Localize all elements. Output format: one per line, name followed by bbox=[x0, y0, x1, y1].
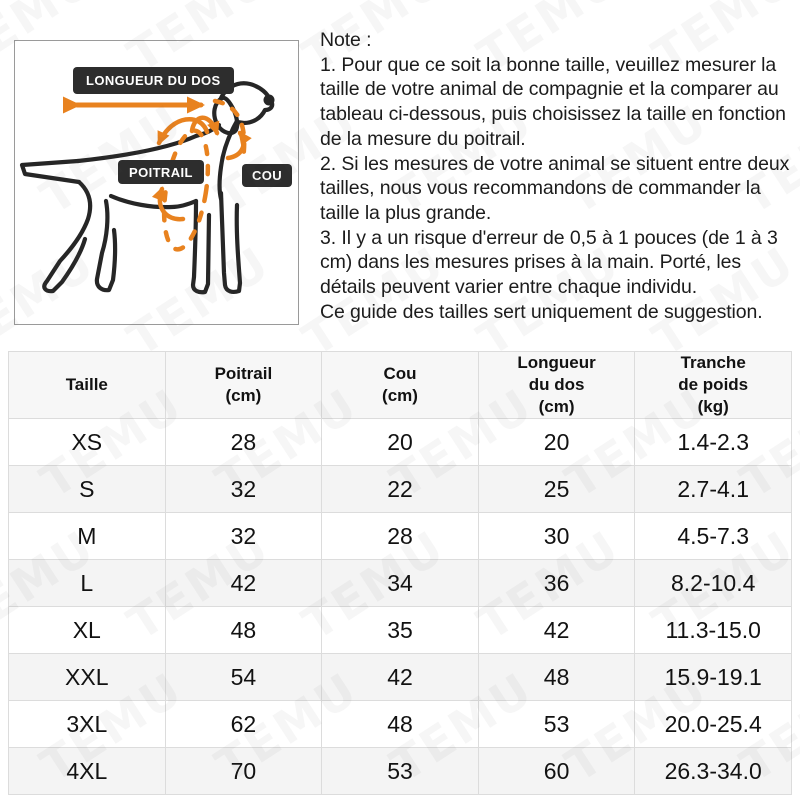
table-cell: 28 bbox=[164, 418, 323, 467]
table-cell: 30 bbox=[477, 512, 636, 561]
table-cell: 48 bbox=[321, 700, 479, 749]
table-cell: 3XL bbox=[8, 700, 166, 749]
note-section: Note : 1. Pour que ce soit la bonne tail… bbox=[320, 28, 798, 324]
table-header-cell: Longueur du dos (cm) bbox=[477, 350, 636, 420]
table-cell: 42 bbox=[477, 606, 636, 655]
chest-arrow-bottom bbox=[151, 186, 186, 222]
table-header-cell: Tranche de poids (kg) bbox=[634, 350, 792, 420]
table-header-cell: Taille bbox=[8, 350, 166, 420]
note-item-4: Ce guide des tailles sert uniquement de … bbox=[320, 300, 763, 323]
table-cell: XS bbox=[8, 418, 166, 467]
table-cell: 34 bbox=[321, 559, 479, 608]
table-row: XS 28 20 20 1.4-2.3 bbox=[8, 418, 792, 467]
table-cell: 4.5-7.3 bbox=[634, 512, 792, 561]
chest-arrow-top bbox=[156, 116, 210, 146]
table-row: XL 48 35 42 11.3-15.0 bbox=[8, 606, 792, 655]
table-header-cell: Cou (cm) bbox=[321, 350, 479, 420]
table-cell: 54 bbox=[164, 653, 323, 702]
table-cell: 53 bbox=[477, 700, 636, 749]
table-cell: 62 bbox=[164, 700, 323, 749]
neck-arrow-side bbox=[225, 130, 252, 161]
table-cell: 20 bbox=[477, 418, 636, 467]
table-cell: M bbox=[8, 512, 166, 561]
table-cell: S bbox=[8, 465, 166, 514]
table-header-cell: Poitrail (cm) bbox=[164, 350, 323, 420]
table-cell: XL bbox=[8, 606, 166, 655]
table-cell: 20 bbox=[321, 418, 479, 467]
dog-illustration bbox=[19, 81, 275, 295]
chest-label: POITRAIL bbox=[118, 160, 204, 184]
chest-girth-dashes bbox=[161, 128, 211, 252]
table-row: 4XL 70 53 60 26.3-34.0 bbox=[8, 747, 792, 796]
table-cell: 25 bbox=[477, 465, 636, 514]
table-cell: 15.9-19.1 bbox=[634, 653, 792, 702]
table-cell: 60 bbox=[477, 747, 636, 796]
table-row: L 42 34 36 8.2-10.4 bbox=[8, 559, 792, 608]
size-table: Taille Poitrail (cm) Cou (cm) Longueur du d… bbox=[8, 350, 792, 796]
table-cell: XXL bbox=[8, 653, 166, 702]
table-cell: 32 bbox=[164, 465, 323, 514]
measurement-marks bbox=[63, 96, 252, 252]
table-cell: 53 bbox=[321, 747, 479, 796]
table-cell: L bbox=[8, 559, 166, 608]
table-cell: 28 bbox=[321, 512, 479, 561]
table-row: 3XL 62 48 53 20.0-25.4 bbox=[8, 700, 792, 749]
note-title: Note : bbox=[320, 29, 372, 51]
table-row: XXL 54 42 48 15.9-19.1 bbox=[8, 653, 792, 702]
table-cell: 20.0-25.4 bbox=[634, 700, 792, 749]
note-item-2: 2. Si les mesures de votre animal se sit… bbox=[320, 152, 790, 224]
table-cell: 32 bbox=[164, 512, 323, 561]
table-cell: 4XL bbox=[8, 747, 166, 796]
dog-outline bbox=[19, 81, 275, 295]
table-cell: 11.3-15.0 bbox=[634, 606, 792, 655]
dog-measurement-diagram: LONGUEUR DU DOS POITRAIL COU bbox=[14, 40, 299, 325]
table-cell: 42 bbox=[321, 653, 479, 702]
table-cell: 42 bbox=[164, 559, 323, 608]
neck-label: COU bbox=[242, 164, 293, 187]
table-cell: 70 bbox=[164, 747, 323, 796]
table-header-row: Taille Poitrail (cm) Cou (cm) Longueur du d… bbox=[8, 350, 792, 420]
table-cell: 48 bbox=[477, 653, 636, 702]
table-cell: 35 bbox=[321, 606, 479, 655]
table-row: S 32 22 25 2.7-4.1 bbox=[8, 465, 792, 514]
table-cell: 8.2-10.4 bbox=[634, 559, 792, 608]
table-cell: 36 bbox=[477, 559, 636, 608]
table-cell: 48 bbox=[164, 606, 323, 655]
table-cell: 2.7-4.1 bbox=[634, 465, 792, 514]
neck-arrow-top bbox=[189, 115, 220, 136]
size-table-body: XS 28 20 20 1.4-2.3 S 32 22 25 2.7-4.1 M 32 28 30 4.5-… bbox=[8, 418, 792, 796]
table-cell: 1.4-2.3 bbox=[634, 418, 792, 467]
back-length-label: LONGUEUR DU DOS bbox=[73, 67, 234, 94]
dog-nose bbox=[263, 94, 275, 106]
table-cell: 26.3-34.0 bbox=[634, 747, 792, 796]
size-table-head: Taille Poitrail (cm) Cou (cm) Longueur du d… bbox=[8, 350, 792, 420]
note-item-1: 1. Pour que ce soit la bonne taille, veu… bbox=[320, 53, 786, 150]
table-cell: 22 bbox=[321, 465, 479, 514]
table-row: M 32 28 30 4.5-7.3 bbox=[8, 512, 792, 561]
note-item-3: 3. Il y a un risque d'erreur de 0,5 à 1 … bbox=[320, 226, 778, 299]
